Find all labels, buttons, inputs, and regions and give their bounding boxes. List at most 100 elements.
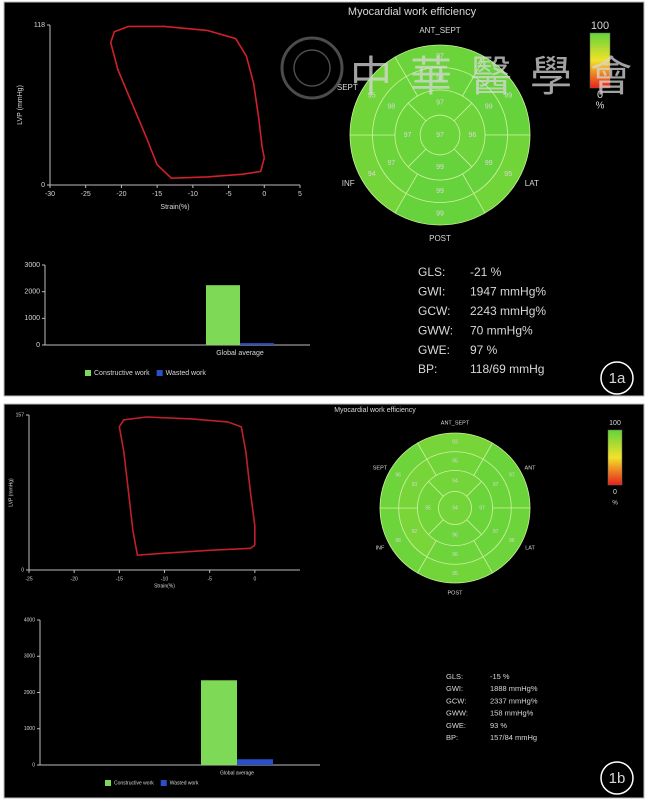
segment-label: LAT	[525, 545, 535, 551]
colorbar-tick-label: 0	[613, 489, 617, 496]
metric-value: 158 mmHg%	[490, 709, 534, 718]
colorbar	[607, 429, 623, 486]
metric-key: GWI:	[418, 285, 445, 299]
segment-value: 95	[452, 458, 458, 464]
watermark-seal-inner	[293, 49, 331, 87]
metric-value: 70 mmHg%	[470, 323, 533, 337]
chart-title: Myocardial work efficiency	[334, 407, 416, 414]
y-tick-label: 118	[34, 22, 45, 29]
panel-label-badge	[600, 361, 634, 395]
x-tick-label: -15	[152, 191, 162, 198]
segment-label: POST	[429, 234, 451, 243]
segment-label: SEPT	[373, 466, 388, 472]
legend-swatch	[160, 780, 167, 786]
y-tick-label: 0	[41, 182, 45, 189]
y-tick-label: 3000	[24, 262, 40, 269]
metric-key: BP:	[446, 733, 458, 742]
colorbar-tick-label: 0	[597, 89, 603, 101]
metric-key: GCW:	[418, 304, 450, 318]
legend-swatch	[156, 370, 163, 376]
chart-title: Myocardial work efficiency	[348, 6, 477, 18]
metric-key: GWE:	[418, 343, 450, 357]
y-tick-label: 1000	[24, 315, 40, 322]
x-tick-label: -25	[81, 191, 91, 198]
colorbar-unit: %	[596, 101, 605, 112]
segment-value: 96	[452, 552, 458, 558]
segment-value: 95	[452, 571, 458, 577]
y-tick-label: 2000	[24, 289, 40, 296]
colorbar	[589, 32, 611, 89]
segment-label: LAT	[525, 179, 539, 188]
x-axis-label: Strain(%)	[154, 583, 175, 589]
pressure-strain-loop	[109, 25, 266, 180]
y-axis-label: LVP (mmHg)	[17, 85, 24, 125]
segment-value: 98	[387, 104, 395, 111]
y-tick-label: 0	[21, 567, 24, 573]
legend-label: Constructive work	[114, 780, 154, 786]
legend-swatch	[105, 780, 111, 786]
metric-key: GWW:	[446, 709, 468, 718]
segment-value: 99	[485, 160, 493, 167]
segment-value: 96	[469, 132, 477, 139]
x-tick-label: 0	[253, 576, 256, 582]
segment-value: 94	[452, 478, 458, 484]
segment-value: 92	[412, 529, 418, 535]
metric-value: 2337 mmHg%	[490, 696, 538, 705]
panel-label: 1b	[609, 770, 626, 787]
segment-label: ANT_SEPT	[441, 420, 470, 426]
segment-value: 97	[436, 132, 444, 139]
colorbar-unit: %	[612, 500, 618, 507]
x-tick-label: Global average	[220, 770, 254, 776]
bar	[206, 285, 240, 345]
metric-value: 97 %	[470, 343, 498, 357]
metric-key: GCW:	[446, 696, 466, 705]
segment-value: 97	[436, 99, 444, 106]
metric-value: 157/84 mmHg	[490, 733, 537, 742]
x-tick-label: -5	[207, 576, 212, 582]
pressure-strain-loop	[118, 416, 256, 557]
segment-value: 96	[395, 538, 401, 544]
segment	[438, 491, 472, 525]
x-tick-label: -20	[116, 191, 126, 198]
segment-value: 94	[368, 171, 376, 178]
metric-value: 2243 mmHg%	[470, 304, 546, 318]
x-tick-label: Global average	[216, 350, 264, 357]
panel-b	[3, 403, 645, 799]
segment-value: 98	[436, 76, 444, 83]
metric-value: 118/69 mmHg	[470, 362, 544, 376]
segment-label: INF	[376, 545, 386, 551]
watermark-text: 中華醫學會	[350, 52, 650, 101]
segment-value: 99	[436, 188, 444, 195]
panel-label-badge	[600, 761, 634, 795]
x-tick-label: 0	[262, 191, 266, 198]
segment-value: 96	[509, 538, 515, 544]
segment-value: 97	[509, 473, 515, 479]
colorbar-tick-label: 100	[591, 20, 609, 32]
bar	[237, 759, 273, 765]
legend-label: Constructive work	[94, 370, 150, 377]
segment	[419, 114, 461, 156]
segment-label: POST	[448, 590, 464, 596]
y-tick-label: 0	[36, 342, 40, 349]
metric-key: GWE:	[446, 721, 466, 730]
segment-value: 93	[452, 440, 458, 446]
segment-value: 97	[493, 482, 499, 488]
x-tick-label: 5	[298, 191, 302, 198]
legend-label: Wasted work	[166, 370, 207, 377]
metric-key: GLS:	[446, 672, 463, 681]
y-tick-label: 0	[32, 762, 35, 768]
y-tick-label: 4000	[24, 617, 35, 623]
segment-value: 99	[504, 92, 512, 99]
panel-label: 1a	[609, 370, 626, 387]
y-tick-label: 157	[16, 412, 25, 418]
metric-value: 93 %	[490, 721, 507, 730]
segment-value: 97	[493, 529, 499, 535]
metric-key: GLS:	[418, 265, 445, 279]
segment-value: 96	[395, 473, 401, 479]
legend-swatch	[85, 370, 91, 376]
x-tick-label: -20	[71, 576, 78, 582]
segment-label: INF	[342, 179, 355, 188]
segment-value: 95	[504, 171, 512, 178]
metric-key: GWW:	[418, 323, 453, 337]
